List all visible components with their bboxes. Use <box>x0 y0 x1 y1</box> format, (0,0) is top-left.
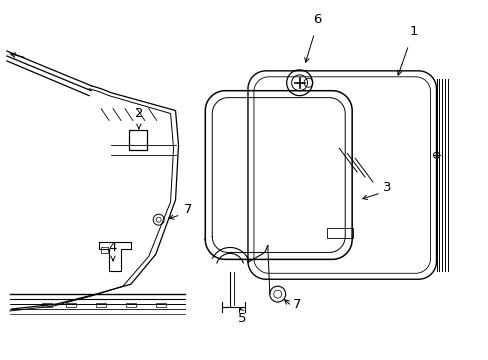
Text: 6: 6 <box>313 13 321 26</box>
Text: 4: 4 <box>109 241 117 254</box>
Bar <box>155 303 165 307</box>
Bar <box>96 303 106 307</box>
Bar <box>326 228 352 238</box>
Text: 1: 1 <box>408 24 417 38</box>
Text: 3: 3 <box>382 181 390 194</box>
Bar <box>129 130 146 150</box>
Bar <box>66 303 76 307</box>
Bar <box>126 303 136 307</box>
Text: 5: 5 <box>237 312 246 325</box>
Text: 7: 7 <box>184 203 192 216</box>
Text: 7: 7 <box>293 297 301 311</box>
Bar <box>101 247 108 253</box>
Bar <box>41 303 51 307</box>
Text: 2: 2 <box>134 107 143 120</box>
